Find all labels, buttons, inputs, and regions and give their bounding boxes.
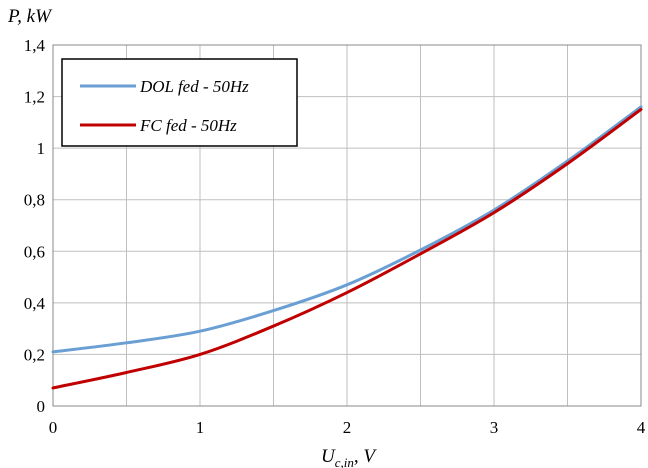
y-axis-title: P, kW	[7, 6, 53, 27]
x-tick-label: 0	[49, 418, 58, 437]
x-axis-title-main: U	[321, 446, 336, 467]
y-tick-label: 1,2	[24, 88, 45, 107]
x-tick-label: 3	[490, 418, 499, 437]
series-line-fc	[51, 107, 643, 390]
y-tick-label: 0,8	[24, 191, 45, 210]
x-axis-title-unit: , V	[354, 446, 378, 467]
y-tick-label: 1,4	[24, 36, 46, 55]
legend-label-dol: DOL fed - 50Hz	[139, 77, 249, 96]
legend: DOL fed - 50Hz FC fed - 50Hz	[61, 58, 298, 147]
series-lines	[51, 105, 643, 390]
y-tick-label: 0,6	[24, 242, 45, 261]
tick-labels: 0 0,2 0,4 0,6 0,8 1 1,2 1,4 0 1 2 3 4	[24, 36, 646, 437]
x-axis-title-subscript: c,in	[335, 455, 354, 468]
plot-area-border	[52, 44, 642, 407]
y-tick-label: 0,4	[24, 294, 46, 313]
y-tick-label: 0,2	[24, 345, 45, 364]
x-tick-label: 4	[637, 418, 646, 437]
y-tick-label: 1	[37, 139, 46, 158]
legend-box	[61, 58, 298, 147]
series-line-dol	[51, 105, 643, 354]
y-tick-label: 0	[37, 397, 46, 416]
x-tick-label: 2	[343, 418, 352, 437]
legend-label-fc: FC fed - 50Hz	[139, 116, 237, 135]
x-tick-label: 1	[196, 418, 205, 437]
x-axis-title: Uc,in, V	[321, 446, 377, 468]
